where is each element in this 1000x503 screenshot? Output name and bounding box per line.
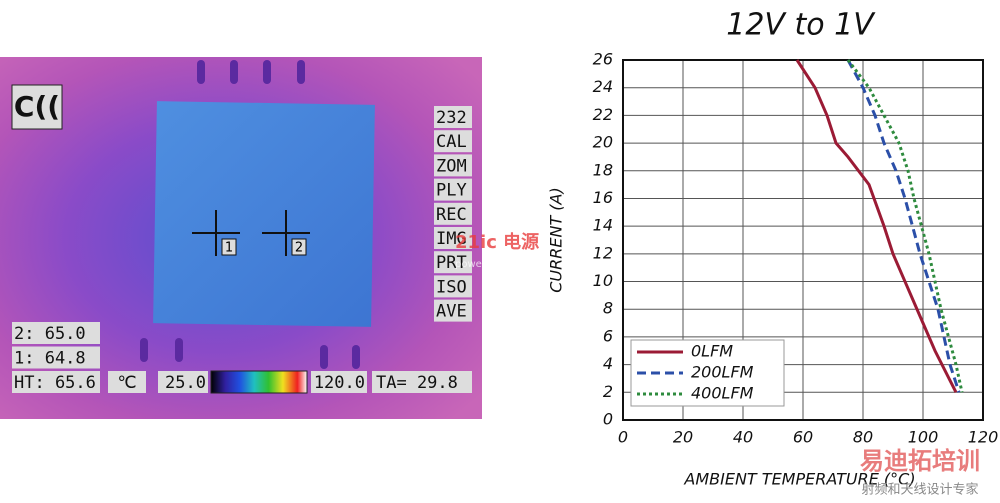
- chart-title: 12V to 1V: [726, 8, 876, 43]
- readout: 1: 64.8: [14, 349, 86, 369]
- watermark: 射频和天线设计专家: [861, 482, 978, 498]
- y-tick-label: 2: [603, 382, 613, 401]
- y-tick-label: 26: [593, 50, 613, 69]
- readout: 2: 65.0: [14, 324, 86, 344]
- y-tick-label: 0: [603, 410, 613, 429]
- menu-box: [434, 106, 472, 128]
- thermal-chip: [153, 101, 375, 327]
- legend-label: 0LFM: [691, 342, 733, 361]
- menu-item: ISO: [436, 277, 467, 297]
- menu-item: ZOM: [436, 156, 467, 176]
- x-tick-label: 20: [673, 428, 693, 447]
- unit: ℃: [117, 373, 136, 393]
- menu-item: IMG: [436, 229, 467, 249]
- y-tick-label: 22: [593, 105, 613, 124]
- x-tick-label: 60: [793, 428, 813, 447]
- y-tick-label: 20: [593, 133, 613, 152]
- ambient: TA= 29.8: [376, 373, 458, 393]
- legend-label: 200LFM: [691, 363, 754, 382]
- marker-label: 1: [225, 241, 233, 256]
- y-tick-label: 8: [603, 299, 613, 318]
- marker-box: [291, 238, 307, 256]
- series-line: [846, 59, 961, 393]
- scale-min: 25.0: [165, 373, 206, 393]
- pins: [140, 60, 360, 369]
- menu-box: [434, 154, 472, 177]
- y-tick-label: 6: [603, 326, 613, 345]
- x-tick-label: 100: [908, 428, 939, 447]
- readout-box: [12, 371, 100, 393]
- menu-box: [434, 202, 472, 225]
- thermal-image: C(( 1 2 232 CAL ZOM PLY REC IMG PRT ISO AVE 2: 6…: [0, 57, 539, 419]
- readouts: 2: 65.0 1: 64.8 HT: 65.6: [12, 322, 100, 393]
- ambient-box: [372, 371, 472, 393]
- plot-frame: [622, 59, 984, 421]
- y-tick-label: 18: [593, 160, 613, 179]
- x-tick-label: 120: [968, 428, 999, 447]
- legend-label: 400LFM: [691, 384, 754, 403]
- y-tick-label: 10: [593, 271, 613, 290]
- menu-box: [434, 178, 472, 201]
- marker-label: 2: [295, 241, 303, 256]
- scale-max: 120.0: [314, 373, 365, 393]
- menu-box: [434, 227, 472, 249]
- watermark: 21ic 电源: [455, 231, 539, 253]
- x-tick-label: 0: [618, 428, 628, 447]
- menu-box: [434, 251, 472, 274]
- y-tick-label: 12: [593, 243, 613, 262]
- menu-item: AVE: [436, 302, 467, 322]
- series-line: [846, 59, 964, 393]
- scale-box: [311, 371, 367, 393]
- ir-icon-glyph: C((: [14, 90, 60, 123]
- menu-box: [434, 130, 472, 153]
- watermark: 易迪拓培训: [860, 447, 980, 475]
- y-tick-label: 4: [603, 354, 613, 373]
- x-axis-label: AMBIENT TEMPERATURE (°C): [683, 470, 915, 489]
- unit-box: [108, 371, 146, 393]
- menu-item: PRT: [436, 253, 467, 273]
- menu-item: 232: [436, 108, 467, 128]
- palette: [210, 370, 308, 394]
- crosshairs: [192, 210, 310, 256]
- menu: 232 CAL ZOM PLY REC IMG PRT ISO AVE: [434, 106, 472, 322]
- menu-box: [434, 275, 472, 298]
- menu-item: CAL: [436, 132, 467, 152]
- ir-icon: [11, 84, 63, 130]
- scale-box: [158, 371, 208, 393]
- y-tick-label: 14: [593, 216, 613, 235]
- readout-box: [12, 322, 100, 344]
- y-tick-label: 24: [593, 77, 613, 96]
- menu-item: PLY: [436, 181, 467, 201]
- x-tick-label: 40: [733, 428, 753, 447]
- y-tick-label: 16: [593, 188, 613, 207]
- watermark: power.21ic.com: [455, 259, 534, 270]
- x-tick-label: 80: [853, 428, 873, 447]
- marker-box: [221, 238, 237, 256]
- y-axis-label: CURRENT (A): [547, 187, 566, 292]
- readout: HT: 65.6: [14, 373, 96, 393]
- menu-box: [434, 299, 472, 322]
- readout-box: [12, 346, 100, 369]
- menu-item: REC: [436, 205, 467, 225]
- series-line: [795, 59, 958, 393]
